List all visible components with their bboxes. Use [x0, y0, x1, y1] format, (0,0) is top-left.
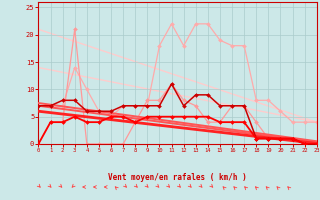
X-axis label: Vent moyen/en rafales ( km/h ): Vent moyen/en rafales ( km/h ) [108, 173, 247, 182]
